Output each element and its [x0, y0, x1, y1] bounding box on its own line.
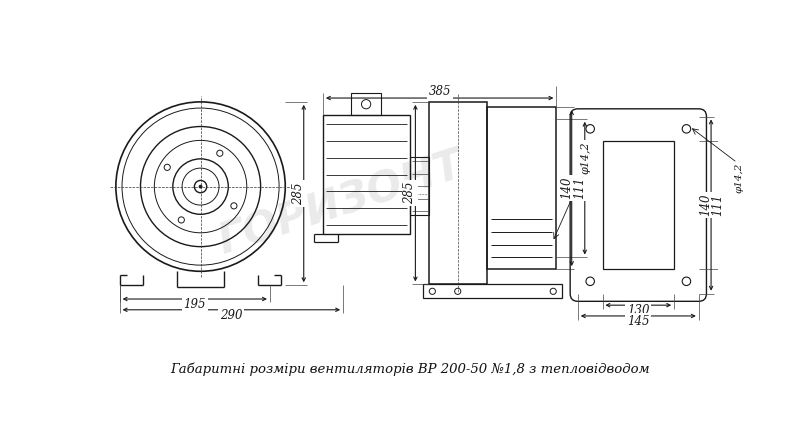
- Text: ГОРИЗОНТ: ГОРИЗОНТ: [213, 144, 469, 263]
- Text: 145: 145: [627, 315, 650, 328]
- Bar: [602, 141, 674, 269]
- Text: 285: 285: [292, 182, 305, 205]
- Text: 140: 140: [699, 194, 712, 216]
- Text: 111: 111: [573, 177, 586, 200]
- Text: 130: 130: [627, 304, 650, 317]
- Text: φ14,2: φ14,2: [581, 141, 590, 174]
- Text: 111: 111: [710, 194, 724, 216]
- Text: Габаритні розміри вентиляторів ВР 200-50 №1,8 з тепловідводом: Габаритні розміри вентиляторів ВР 200-50…: [170, 362, 650, 376]
- Text: 195: 195: [183, 298, 206, 311]
- Text: φ14,2: φ14,2: [734, 163, 743, 193]
- Text: 385: 385: [428, 86, 451, 98]
- Text: 285: 285: [403, 182, 417, 204]
- Bar: [430, 102, 487, 284]
- Text: 290: 290: [220, 309, 242, 322]
- Bar: [410, 157, 430, 215]
- Circle shape: [199, 185, 202, 188]
- Text: 140: 140: [560, 177, 573, 200]
- Bar: [351, 93, 381, 115]
- Bar: [487, 107, 556, 269]
- Bar: [323, 115, 410, 234]
- Bar: [423, 284, 562, 298]
